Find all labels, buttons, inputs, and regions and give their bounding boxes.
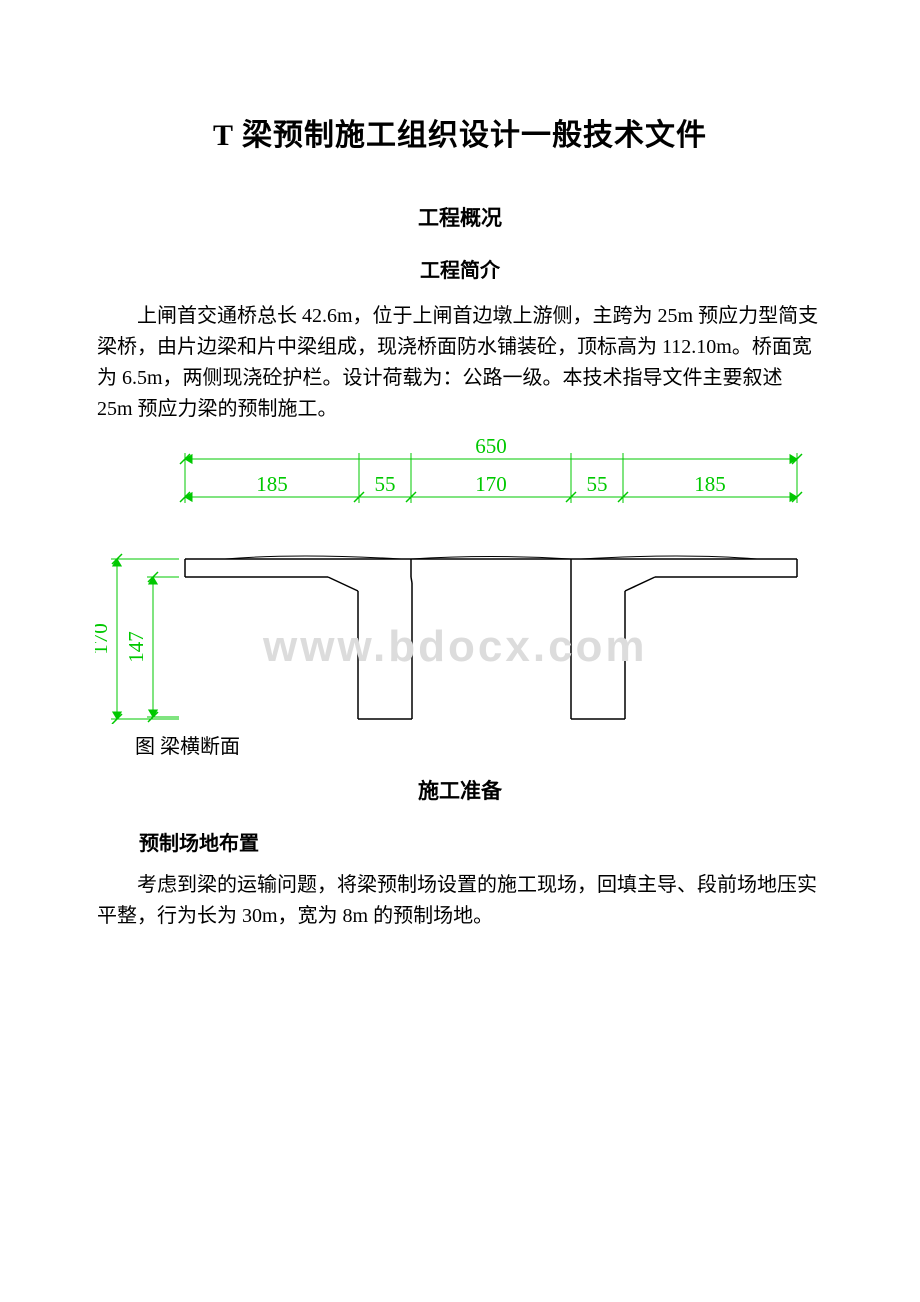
svg-text:185: 185 — [256, 472, 288, 496]
svg-text:650: 650 — [475, 439, 507, 458]
svg-text:55: 55 — [375, 472, 396, 496]
figure-caption: 图 梁横断面 — [95, 730, 825, 759]
section-preparation-title: 施工准备 — [95, 775, 825, 805]
svg-text:55: 55 — [587, 472, 608, 496]
site-layout-paragraph: 考虑到梁的运输问题，将梁预制场设置的施工现场，回填主导、段前场地压实平整，行为长… — [95, 870, 825, 932]
svg-text:170: 170 — [95, 623, 112, 655]
document-title: T 梁预制施工组织设计一般技术文件 — [95, 110, 825, 154]
intro-paragraph: 上闸首交通桥总长 42.6m，位于上闸首边墩上游侧，主跨为 25m 预应力型简支… — [95, 301, 825, 425]
subsection-site-layout-title: 预制场地布置 — [95, 827, 825, 856]
svg-text:147: 147 — [124, 631, 148, 663]
subsection-intro-title: 工程简介 — [95, 254, 825, 283]
svg-text:170: 170 — [475, 472, 507, 496]
cross-section-figure: 6501855517055185170147 www.bdocx.com 图 梁… — [95, 439, 825, 759]
svg-text:185: 185 — [694, 472, 726, 496]
section-overview-title: 工程概况 — [95, 202, 825, 232]
cross-section-diagram: 650 185 55 170 55 185 170 147 — [95, 439, 815, 724]
